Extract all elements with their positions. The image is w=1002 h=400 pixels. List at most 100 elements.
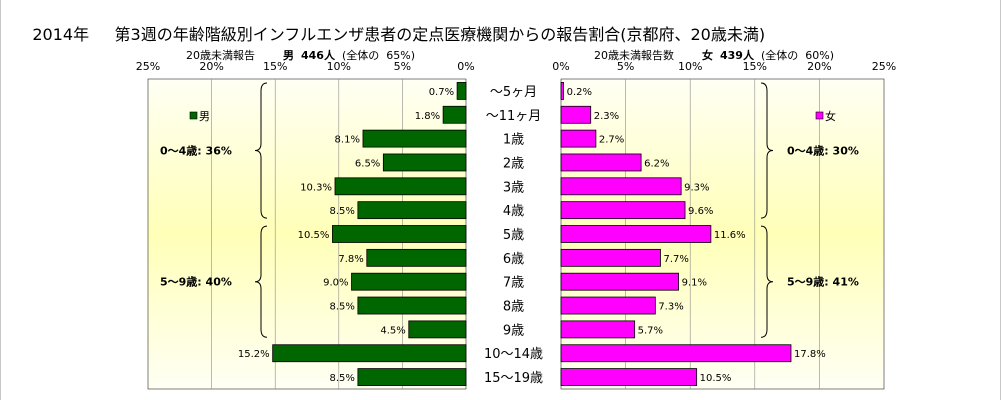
- frame-left-border: [0, 0, 1, 400]
- male-bar: [442, 105, 467, 124]
- female-value-label: 0.2%: [567, 87, 592, 98]
- male-value-label: 15.2%: [238, 349, 270, 360]
- right-x-tick-label: 0%: [552, 60, 569, 73]
- male-bar: [382, 153, 467, 172]
- male-bar: [366, 248, 467, 267]
- left-header-sex: 男: [282, 49, 294, 62]
- male-bar: [351, 272, 467, 291]
- female-value-label: 6.2%: [644, 158, 669, 169]
- male-bar: [456, 82, 467, 100]
- left-header-label: 20歳未満報告: [186, 49, 255, 62]
- male-bar: [334, 177, 467, 196]
- title-year: 2014年: [32, 25, 90, 44]
- female-value-label: 2.3%: [594, 111, 619, 122]
- left-header-share: 65%): [386, 49, 415, 62]
- male-bar: [272, 344, 467, 363]
- chart-title: 2014年 第3週の年齢階級別インフルエンザ患者の定点医療機関からの報告割合(京…: [12, 2, 765, 64]
- female-bar: [560, 248, 661, 267]
- female-value-label: 5.7%: [638, 325, 663, 336]
- right-x-tick-label: 25%: [872, 60, 896, 73]
- right-x-tick-label: 20%: [807, 60, 831, 73]
- female-value-label: 10.5%: [700, 373, 732, 384]
- male-value-label: 8.5%: [329, 302, 354, 313]
- female-bar: [560, 129, 597, 148]
- male-value-label: 10.5%: [298, 230, 330, 241]
- female-legend-swatch: [815, 111, 824, 120]
- female-bar: [560, 320, 636, 339]
- frame-right-border: [1000, 0, 1001, 400]
- female-bar: [560, 296, 656, 315]
- right-header: 20歳未満報告数 女 439人 (全体の 60%): [580, 34, 834, 76]
- right-x-tick-label: 15%: [743, 60, 767, 73]
- right-header-count: 439人: [719, 49, 754, 62]
- age-category-label: 4歳: [503, 204, 524, 219]
- right-header-share: 60%): [805, 49, 834, 62]
- age-category-label: 9歳: [503, 323, 524, 338]
- age-category-label: ～5ヶ月: [490, 85, 537, 100]
- age-category-label: ～11ヶ月: [486, 109, 542, 124]
- male-group-label-0-4: 0～4歳: 36%: [160, 144, 232, 158]
- female-bar: [560, 368, 698, 386]
- male-value-label: 4.5%: [380, 325, 405, 336]
- title-text: 第3週の年齢階級別インフルエンザ患者の定点医療機関からの報告割合(京都府、20歳…: [114, 25, 766, 44]
- male-legend-label: 男: [199, 110, 210, 123]
- male-bar: [362, 129, 467, 148]
- male-value-label: 6.5%: [355, 158, 380, 169]
- age-category-label: 5歳: [503, 228, 524, 243]
- female-value-label: 9.6%: [688, 206, 713, 217]
- female-value-label: 7.7%: [663, 254, 688, 265]
- age-category-label: 2歳: [503, 156, 524, 171]
- female-group-brace-5-9: [760, 225, 774, 338]
- female-value-label: 17.8%: [794, 349, 826, 360]
- left-header-count: 446人: [300, 49, 335, 62]
- left-header-share-label: (全体の: [341, 49, 380, 62]
- female-value-label: 7.3%: [658, 302, 683, 313]
- female-value-label: 9.1%: [682, 278, 707, 289]
- female-group-brace-0-4: [760, 82, 774, 219]
- male-bar: [357, 201, 467, 220]
- female-bar: [560, 105, 592, 124]
- male-bar: [408, 320, 467, 339]
- female-legend-label: 女: [825, 109, 836, 123]
- right-header-label: 20歳未満報告数: [594, 49, 674, 62]
- left-x-tick-label: 0%: [457, 60, 474, 73]
- right-header-share-label: (全体の: [760, 49, 799, 62]
- right-x-tick-label: 10%: [678, 60, 702, 73]
- age-category-label: 8歳: [503, 300, 524, 315]
- female-bar: [560, 344, 792, 363]
- age-category-label: 15～19歳: [484, 371, 543, 386]
- age-category-label: 7歳: [503, 276, 524, 291]
- male-group-brace-5-9: [254, 225, 268, 338]
- age-category-label: 1歳: [503, 133, 524, 148]
- left-x-tick-label: 5%: [394, 60, 411, 73]
- female-bar: [560, 225, 712, 243]
- female-bar: [560, 177, 682, 196]
- female-value-label: 11.6%: [714, 230, 746, 241]
- male-value-label: 9.0%: [323, 278, 348, 289]
- male-bar: [357, 368, 467, 386]
- male-value-label: 1.8%: [415, 111, 440, 122]
- female-value-label: 2.7%: [599, 135, 624, 146]
- female-bar: [560, 82, 564, 100]
- age-category-label: 3歳: [503, 180, 524, 195]
- left-x-tick-label: 15%: [263, 60, 287, 73]
- right-x-tick-label: 5%: [617, 60, 634, 73]
- male-value-label: 8.1%: [335, 135, 360, 146]
- age-category-label: 6歳: [503, 252, 524, 267]
- left-header: 20歳未満報告 男 446人 (全体の 65%): [172, 34, 415, 76]
- left-x-tick-label: 20%: [199, 60, 223, 73]
- male-bar: [357, 296, 467, 315]
- female-value-label: 9.3%: [684, 182, 709, 193]
- male-value-label: 10.3%: [300, 182, 332, 193]
- age-category-label: 10～14歳: [484, 347, 543, 362]
- female-group-label-0-4: 0～4歳: 30%: [787, 144, 859, 158]
- male-value-label: 8.5%: [329, 373, 354, 384]
- female-bar: [560, 201, 686, 220]
- male-value-label: 8.5%: [329, 206, 354, 217]
- male-group-brace-0-4: [254, 82, 268, 219]
- female-bar: [560, 272, 679, 291]
- female-group-label-5-9: 5～9歳: 41%: [787, 275, 859, 289]
- male-group-label-5-9: 5～9歳: 40%: [160, 275, 232, 289]
- male-legend-swatch: [189, 111, 198, 120]
